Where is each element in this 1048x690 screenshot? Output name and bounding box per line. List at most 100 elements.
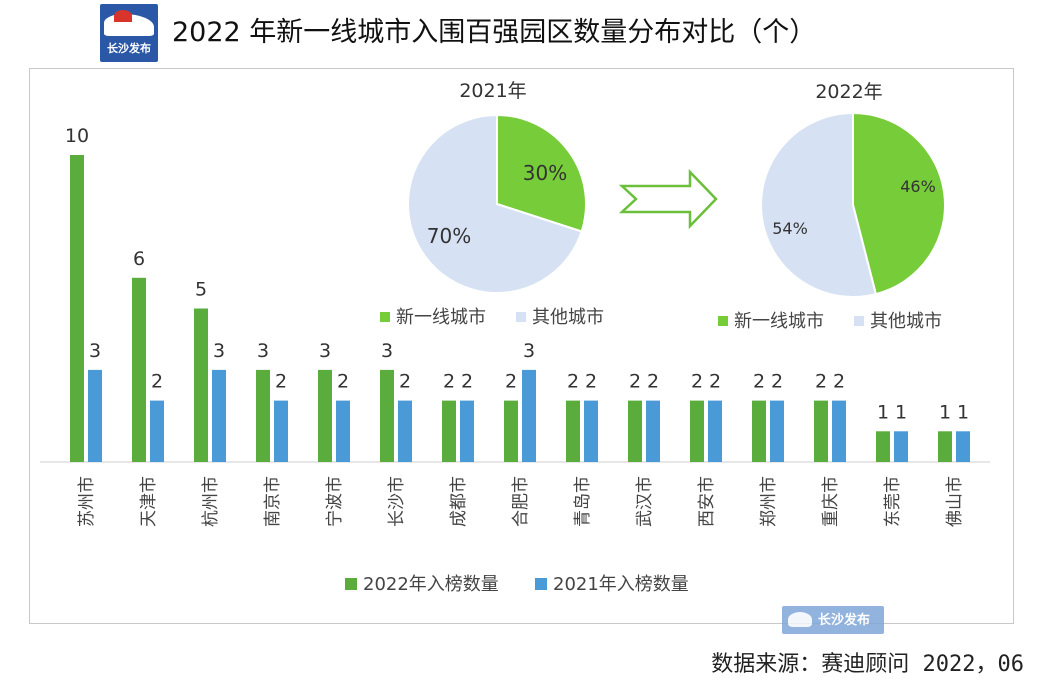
legend-swatch-0 (345, 578, 357, 590)
data-label-2022-7: 2 (505, 371, 517, 393)
data-label-2022-1: 6 (133, 248, 145, 270)
x-tick-label-1: 天津市 (139, 476, 159, 527)
data-label-2021-12: 2 (833, 371, 845, 393)
pie-legend-label-2-1: 其他城市 (870, 311, 942, 332)
data-label-2021-4: 2 (337, 371, 349, 393)
data-label-2021-9: 2 (647, 371, 659, 393)
bar-2022-8 (566, 400, 580, 462)
data-label-2021-5: 2 (399, 371, 411, 393)
x-tick-label-8: 青岛市 (573, 476, 593, 527)
data-label-2022-10: 2 (691, 371, 703, 393)
bar-2022-14 (938, 431, 952, 462)
pie-slice-1-0 (496, 113, 587, 233)
arrow-icon (618, 168, 718, 230)
data-label-2022-9: 2 (629, 371, 641, 393)
data-label-2022-2: 5 (195, 279, 207, 301)
pie-legend-label-1-1: 其他城市 (532, 307, 604, 328)
bar-2022-2 (194, 308, 208, 462)
x-tick-label-14: 佛山市 (945, 476, 965, 527)
bar-2021-7 (522, 369, 536, 462)
pie-legend-label-2-0: 新一线城市 (734, 311, 824, 332)
bar-2021-8 (584, 400, 598, 462)
data-label-2022-3: 3 (257, 340, 269, 362)
data-label-2022-0: 10 (65, 125, 89, 147)
pie-legend-swatch-1-1 (516, 312, 526, 322)
watermark-icon (788, 612, 812, 627)
pie-legend-label-1-0: 新一线城市 (396, 307, 486, 328)
x-tick-label-6: 成都市 (449, 476, 469, 527)
bar-2022-7 (504, 400, 518, 462)
pie-slice-1-1 (407, 113, 583, 294)
data-label-2021-6: 2 (461, 371, 473, 393)
x-tick-label-11: 郑州市 (759, 476, 779, 527)
data-source: 数据来源：赛迪顾问 2022，06 (711, 652, 1024, 677)
x-tick-label-3: 南京市 (263, 476, 283, 527)
logo: 长沙发布 (100, 4, 158, 62)
data-label-2021-11: 2 (771, 371, 783, 393)
bar-2021-4 (336, 400, 350, 462)
data-label-2022-5: 3 (381, 340, 393, 362)
legend-swatch-1 (535, 578, 547, 590)
bar-2021-14 (956, 431, 970, 462)
pie-label-1-0: 30% (523, 161, 567, 185)
bar-2022-11 (752, 400, 766, 462)
data-label-2022-8: 2 (567, 371, 579, 393)
data-label-2021-10: 2 (709, 371, 721, 393)
chart-frame (29, 68, 1014, 624)
data-label-2021-2: 3 (213, 340, 225, 362)
x-tick-label-7: 合肥市 (511, 476, 531, 527)
bar-2022-1 (132, 277, 146, 462)
bar-2021-11 (770, 400, 784, 462)
bar-2021-10 (708, 400, 722, 462)
bar-2022-5 (380, 369, 394, 462)
data-label-2021-14: 1 (957, 401, 969, 423)
x-tick-label-9: 武汉市 (635, 476, 655, 527)
legend-label-1: 2021年入榜数量 (553, 574, 689, 595)
bar-2022-9 (628, 400, 642, 462)
pie-slice-2-0 (852, 111, 946, 296)
bar-2022-13 (876, 431, 890, 462)
pie-legend-swatch-2-1 (854, 316, 864, 326)
pie-title-1: 2021年 (459, 80, 526, 102)
bar-2021-9 (646, 400, 660, 462)
pie-title-2: 2022年 (815, 81, 882, 103)
x-tick-label-5: 长沙市 (387, 476, 407, 527)
data-label-2022-6: 2 (443, 371, 455, 393)
pie-label-2-1: 54% (772, 219, 808, 238)
bar-2021-3 (274, 400, 288, 462)
data-label-2021-3: 2 (275, 371, 287, 393)
x-tick-label-10: 西安市 (697, 476, 717, 527)
watermark: 长沙发布 (782, 606, 884, 634)
bar-2022-4 (318, 369, 332, 462)
bar-2022-12 (814, 400, 828, 462)
data-label-2022-14: 1 (939, 401, 951, 423)
data-label-2021-7: 3 (523, 340, 535, 362)
pie-label-2-0: 46% (900, 177, 936, 196)
bar-2022-6 (442, 400, 456, 462)
pie-label-1-1: 70% (427, 224, 471, 248)
data-label-2021-0: 3 (89, 340, 101, 362)
page-title: 2022 年新一线城市入围百强园区数量分布对比（个） (172, 17, 817, 48)
data-label-2021-1: 2 (151, 371, 163, 393)
x-tick-label-0: 苏州市 (77, 476, 97, 527)
x-tick-label-12: 重庆市 (821, 476, 841, 527)
bar-2021-1 (150, 400, 164, 462)
x-tick-label-13: 东莞市 (883, 476, 903, 527)
data-label-2021-8: 2 (585, 371, 597, 393)
bar-2021-0 (88, 369, 102, 462)
data-label-2021-13: 1 (895, 401, 907, 423)
bar-2021-13 (894, 431, 908, 462)
logo-text: 长沙发布 (107, 42, 151, 55)
bar-2021-5 (398, 400, 412, 462)
watermark-text: 长沙发布 (818, 613, 871, 628)
bar-2022-10 (690, 400, 704, 462)
x-tick-label-2: 杭州市 (201, 476, 221, 527)
pie-legend-swatch-1-0 (380, 312, 390, 322)
bar-2022-0 (70, 155, 84, 462)
pie-slice-2-1 (760, 111, 878, 298)
legend-label-0: 2022年入榜数量 (363, 574, 499, 595)
data-label-2022-11: 2 (753, 371, 765, 393)
bar-2022-3 (256, 369, 270, 462)
data-label-2022-4: 3 (319, 340, 331, 362)
